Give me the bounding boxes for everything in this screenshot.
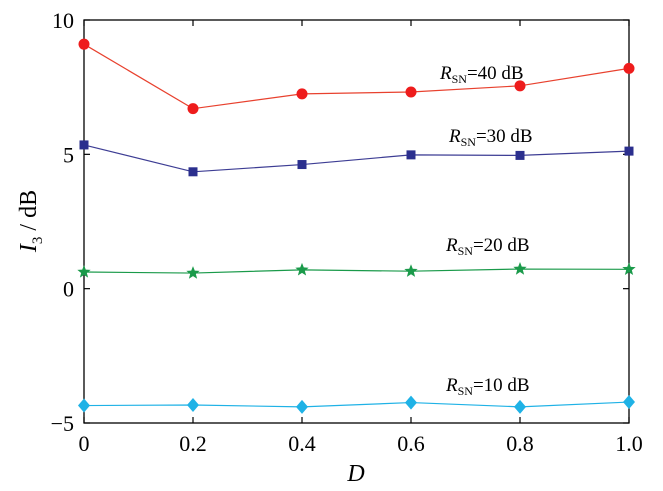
data-point	[404, 264, 418, 277]
x-tick-label: 0.2	[179, 431, 207, 456]
series-label-base: R	[439, 63, 452, 84]
data-point	[622, 262, 636, 275]
data-point	[296, 399, 308, 414]
data-point	[406, 150, 416, 160]
series-2	[77, 262, 636, 279]
x-axis-title: D	[346, 461, 364, 487]
data-point	[186, 266, 200, 279]
y-axis-title: I3 / dB	[16, 190, 46, 253]
data-point	[514, 399, 526, 414]
data-point	[188, 167, 198, 177]
data-point	[295, 262, 309, 276]
series-label-rest: =40 dB	[467, 63, 524, 84]
x-tick-label: 0.6	[397, 431, 425, 456]
tick-marks	[83, 19, 630, 424]
data-point	[513, 262, 527, 275]
data-point	[405, 86, 417, 98]
data-point	[297, 160, 307, 170]
series-label-sub: SN	[461, 135, 477, 149]
data-point	[624, 146, 634, 156]
data-point	[187, 397, 199, 412]
plot-frame	[83, 19, 630, 424]
series-label-base: R	[445, 235, 458, 256]
y-tick-label: 0	[63, 277, 74, 302]
x-tick-label: 0.8	[506, 431, 534, 456]
y-axis-title-unit: / dB	[16, 190, 42, 237]
series-3	[78, 395, 635, 414]
series-label: RSN=30 dB	[448, 126, 533, 149]
x-tick-label: 0.4	[288, 431, 316, 456]
y-tick-label: 5	[63, 142, 74, 167]
data-point	[187, 103, 199, 115]
y-tick-label: −5	[51, 411, 74, 436]
y-axis-title-base: I	[16, 243, 42, 253]
series-label-rest: =30 dB	[476, 126, 533, 147]
data-point	[78, 398, 90, 413]
series-line	[83, 43, 630, 110]
data-point	[296, 88, 308, 100]
data-point	[405, 395, 417, 410]
series-label-base: R	[445, 375, 458, 396]
series-line	[83, 268, 630, 274]
series-label: RSN=20 dB	[445, 235, 530, 258]
series-0	[78, 38, 635, 115]
data-point	[623, 395, 635, 410]
data-point	[77, 265, 91, 278]
series-label-rest: =20 dB	[473, 235, 530, 256]
series-1	[79, 140, 634, 177]
data-point	[514, 80, 526, 92]
series-label-rest: =10 dB	[473, 375, 530, 396]
series-label-sub: SN	[458, 384, 474, 398]
y-tick-label: 10	[52, 8, 74, 33]
x-tick-label: 0	[79, 431, 90, 456]
series-line	[83, 144, 630, 173]
series-label-sub: SN	[458, 244, 474, 258]
y-axis-title-sub: 3	[30, 237, 46, 245]
series-label-sub: SN	[452, 72, 468, 86]
data-point	[78, 38, 90, 50]
data-point	[623, 62, 635, 74]
data-point	[79, 140, 89, 150]
series-label: RSN=10 dB	[445, 375, 530, 398]
series-line	[83, 401, 630, 408]
series-label-base: R	[448, 126, 461, 147]
x-tick-label: 1.0	[615, 431, 643, 456]
series-group	[77, 38, 636, 414]
series-label: RSN=40 dB	[439, 63, 524, 86]
data-point	[515, 150, 525, 160]
